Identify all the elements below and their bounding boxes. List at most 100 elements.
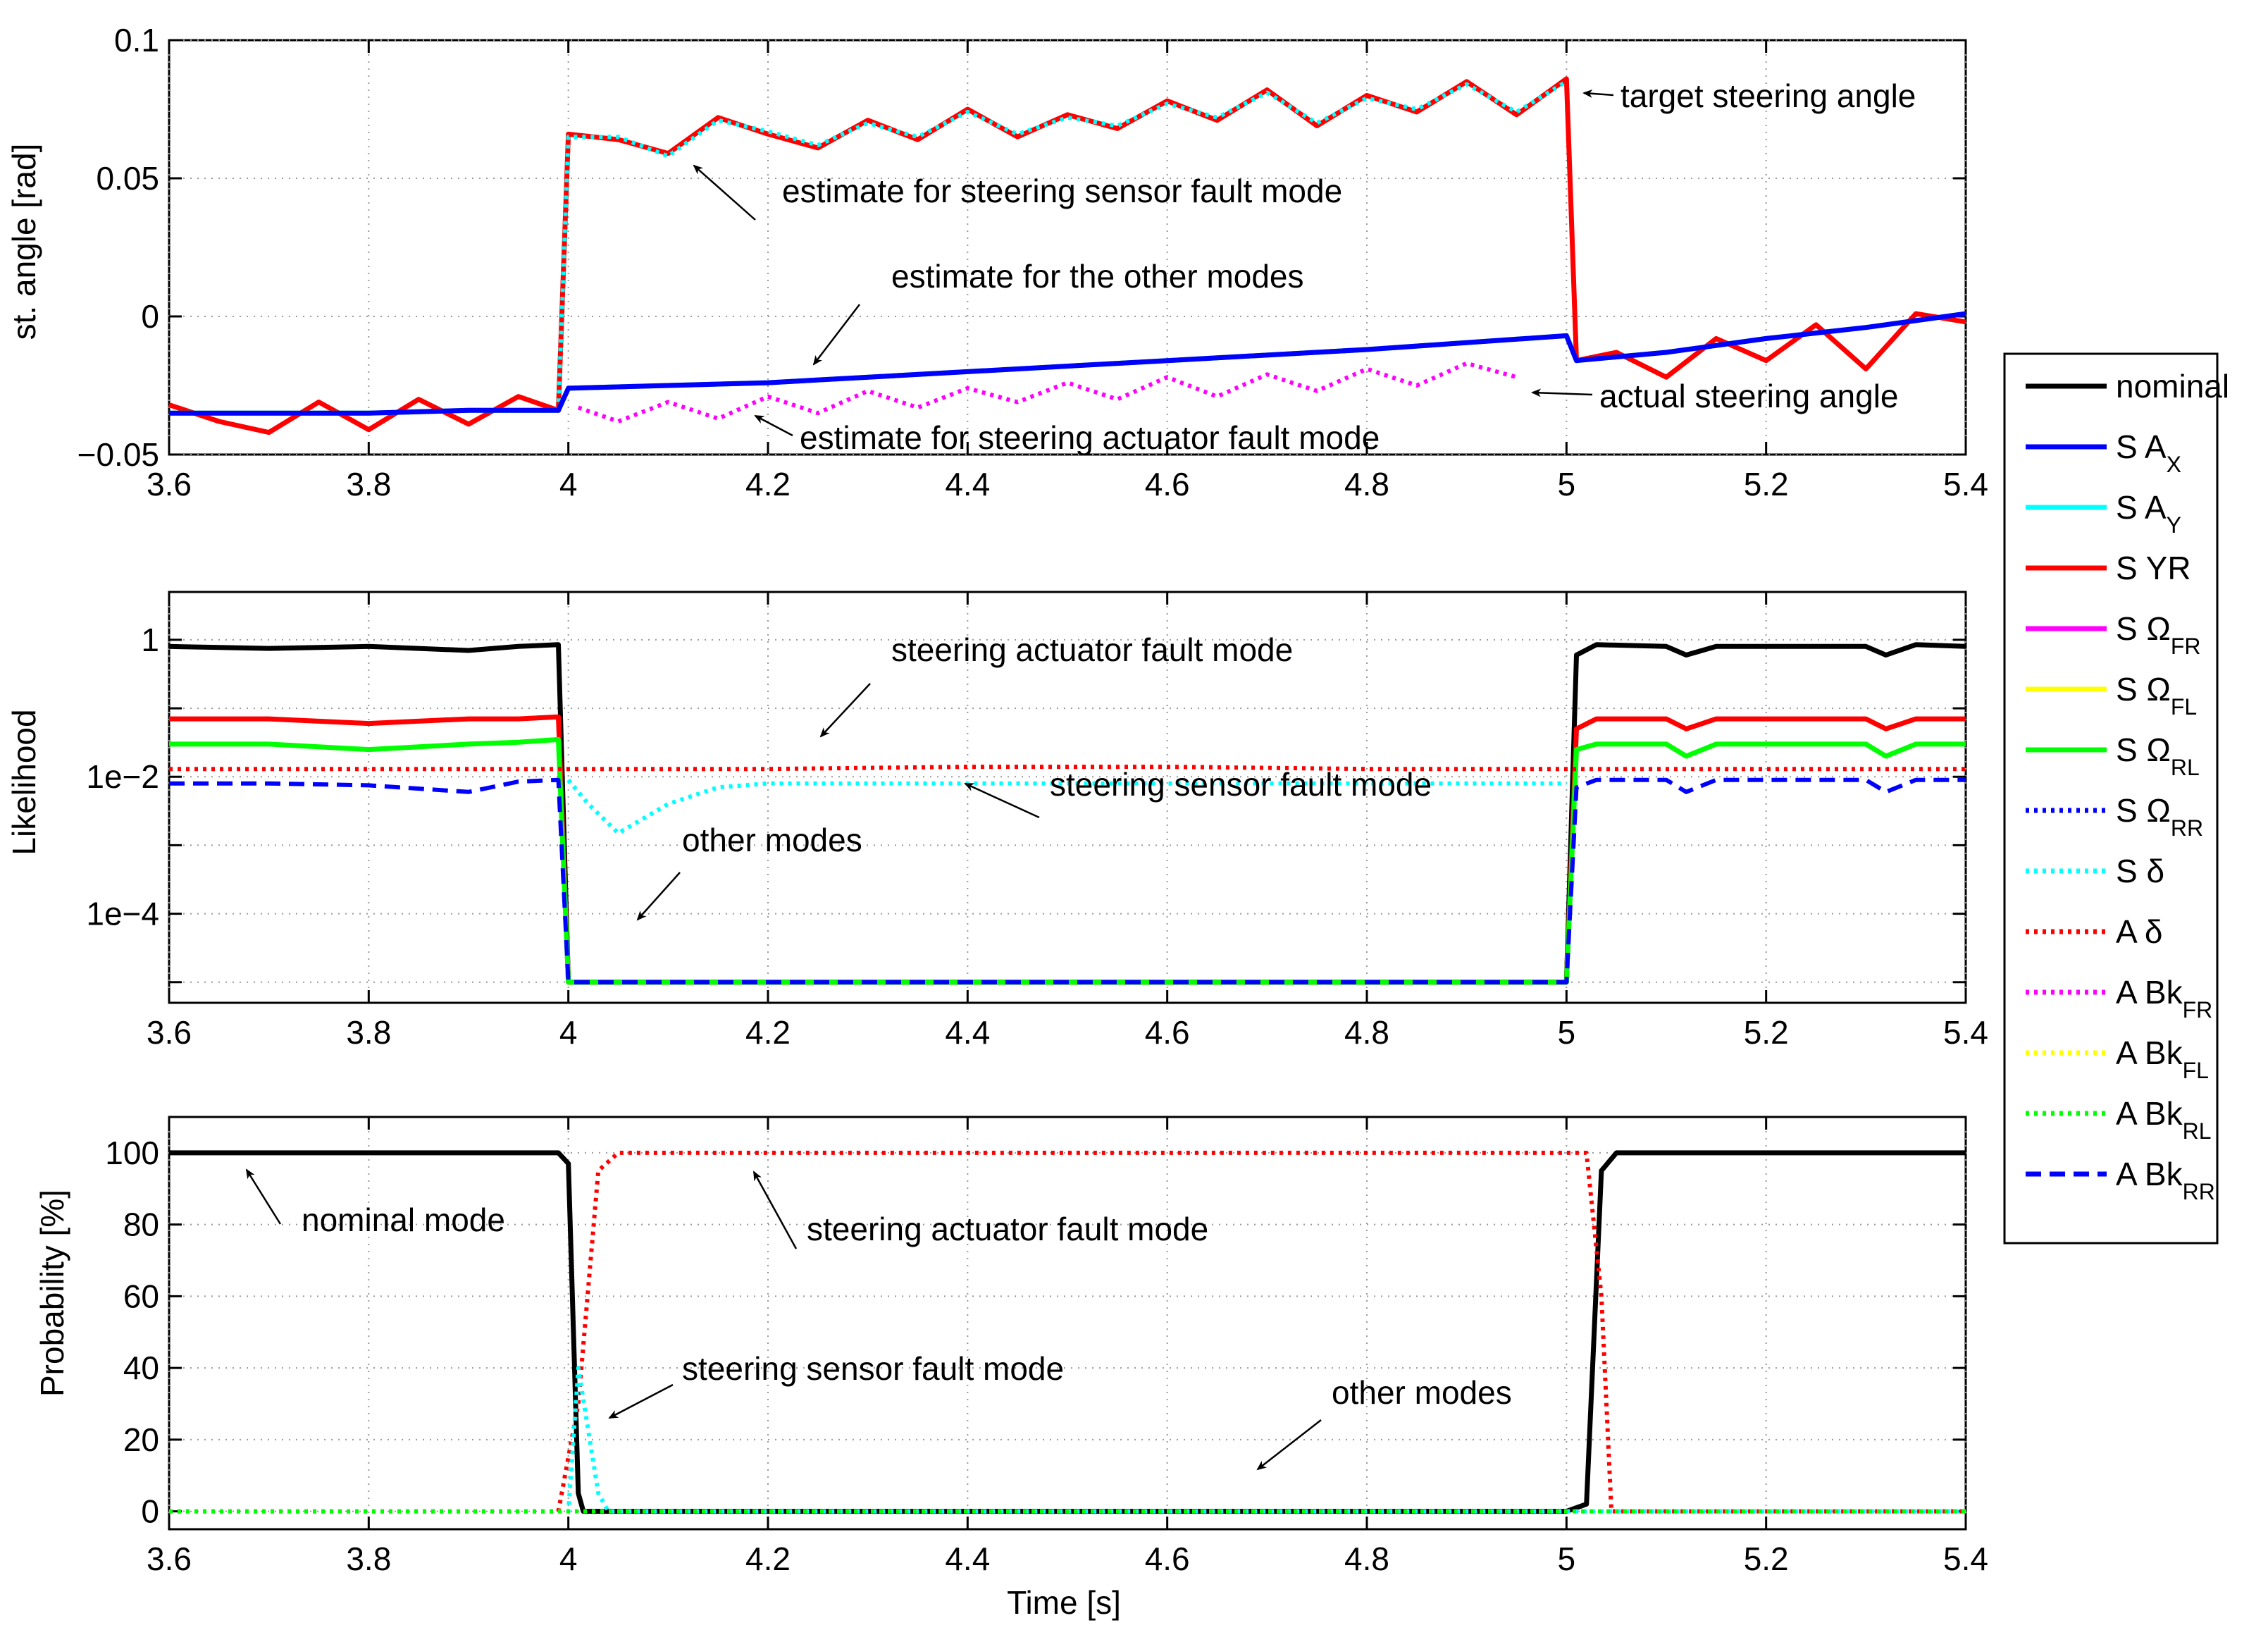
plot-area — [168, 591, 1967, 1004]
x-tick-label: 4.8 — [1344, 1541, 1389, 1577]
annotation-sensor-fault-likelihood: steering sensor fault mode — [1050, 766, 1432, 803]
series-line-1-0 — [168, 642, 1966, 985]
y-tick-label: 80 — [123, 1206, 159, 1243]
x-tick-label: 3.6 — [147, 1014, 192, 1051]
annotation-sensor-fault-probability: steering sensor fault mode — [682, 1350, 1064, 1387]
arrow-nominal-mode — [245, 1168, 282, 1225]
series-line-1-3 — [169, 777, 1966, 984]
x-tick-label: 3.8 — [346, 1014, 391, 1051]
y-tick-label: 0.05 — [96, 160, 159, 197]
likelihood-panel: 3.6 3.8 4 4.2 4.4 4.6 4.8 5 5.2 5.4 1 1e−2 1e−4 — [86, 591, 1988, 1051]
annotation-actual-steering-angle: actual steering angle — [1599, 378, 1899, 414]
x-tick-label: 3.8 — [346, 1541, 391, 1577]
x-tick-label: 3.8 — [346, 466, 391, 502]
x-tick-label: 5.4 — [1943, 1014, 1988, 1051]
x-tick-label: 4.6 — [1145, 466, 1190, 502]
y-tick-label: 40 — [123, 1350, 159, 1386]
series-line-2-1 — [169, 1150, 1966, 1514]
annotation-arrows — [245, 89, 1614, 1471]
legend-label-nominal: nominal — [2116, 368, 2229, 405]
legend-label-Sdelta: S δ — [2116, 853, 2164, 889]
legend-subscript: FR — [2183, 997, 2213, 1023]
annotation-actuator-fault-estimate: estimate for steering actuator fault mod… — [800, 419, 1380, 456]
series-line-1-1 — [169, 714, 1966, 985]
x-tick-label: 4.8 — [1344, 1014, 1389, 1051]
arrow-sensor-fault-probability — [608, 1383, 674, 1419]
ylabel-likelihood: Likelihood — [6, 709, 42, 855]
y-tick-label: −0.05 — [78, 436, 159, 473]
probability-panel: 3.6 3.8 4 4.2 4.4 4.6 4.8 5 5.2 5.4 0 20 40 60 80 100 — [105, 1116, 1988, 1577]
y-tick-label: 100 — [105, 1135, 159, 1171]
legend-subscript: RL — [2171, 755, 2200, 780]
arrow-other-modes-probability — [1256, 1419, 1322, 1471]
series-line-1-4 — [169, 765, 1966, 772]
x-tick-label: 4.4 — [945, 1014, 990, 1051]
x-tick-label: 5.4 — [1943, 1541, 1988, 1577]
legend-subscript: RL — [2183, 1118, 2212, 1144]
y-tick-label: 1e−4 — [86, 896, 159, 932]
x-tick-label: 4 — [559, 1541, 578, 1577]
x-tick-label: 5 — [1558, 1014, 1576, 1051]
x-tick-label: 4 — [559, 1014, 578, 1051]
annotation-target-steering-angle: target steering angle — [1621, 78, 1916, 114]
xlabel-time: Time [s] — [1007, 1584, 1121, 1621]
legend-subscript: FL — [2171, 694, 2197, 720]
series-line-0-1 — [556, 80, 1568, 411]
x-tick-label: 3.6 — [147, 466, 192, 502]
arrow-other-modes-estimate — [812, 304, 860, 366]
y-tick-label: 60 — [123, 1278, 159, 1314]
legend-subscript: FR — [2171, 634, 2201, 659]
legend-label-Adelta: A δ — [2116, 913, 2163, 950]
x-tick-label: 5 — [1558, 466, 1576, 502]
arrow-sensor-fault-estimate — [693, 164, 756, 221]
legend-box — [2003, 352, 2219, 1245]
arrow-other-modes-likelihood — [636, 872, 681, 921]
annotation-actuator-fault-probability: steering actuator fault mode — [807, 1211, 1208, 1247]
y-tick-label: 1e−2 — [86, 758, 159, 795]
x-tick-label: 4.4 — [945, 1541, 990, 1577]
x-tick-label: 4.2 — [745, 1014, 791, 1051]
series-line-1-2 — [169, 736, 1966, 985]
y-tick-label: 20 — [123, 1421, 159, 1458]
legend-subscript: FL — [2183, 1058, 2209, 1083]
series-line-0-0 — [168, 76, 1966, 436]
legend-subscript: X — [2167, 452, 2181, 477]
y-tick-label: 0.1 — [114, 22, 159, 58]
series-line-0-3 — [169, 311, 1966, 416]
annotation-other-modes-probability: other modes — [1332, 1374, 1512, 1411]
x-tick-label: 5.2 — [1744, 466, 1789, 502]
ylabel-probability: Probability [%] — [34, 1190, 70, 1397]
x-tick-label: 4.4 — [945, 466, 990, 502]
annotation-actuator-fault-likelihood: steering actuator fault mode — [891, 631, 1293, 668]
legend-subscript: Y — [2167, 512, 2181, 538]
y-tick-label: 1 — [141, 622, 159, 658]
y-tick-label: 0 — [141, 1493, 159, 1530]
legend-subscript: RR — [2183, 1179, 2215, 1204]
arrow-sensor-fault-likelihood — [964, 782, 1040, 819]
x-tick-label: 4.2 — [745, 1541, 791, 1577]
legend-label-SYR: S YR — [2116, 550, 2191, 586]
arrow-actuator-fault-estimate — [754, 414, 793, 437]
x-tick-label: 5.2 — [1744, 1541, 1789, 1577]
annotation-sensor-fault-estimate: estimate for steering sensor fault mode — [782, 173, 1342, 209]
y-tick-label: 0 — [141, 298, 159, 335]
x-tick-label: 4.6 — [1145, 1014, 1190, 1051]
x-tick-label: 5.2 — [1744, 1014, 1789, 1051]
annotation-nominal-mode: nominal mode — [302, 1202, 505, 1238]
x-tick-label: 4.6 — [1145, 1541, 1190, 1577]
x-tick-label: 4 — [559, 466, 578, 502]
steering-angle-panel: 3.6 3.8 4 4.2 4.4 4.6 4.8 5 5.2 5.4 −0.05 0 0.05 0.1 — [78, 22, 1988, 502]
legend-subscript: RR — [2171, 815, 2203, 841]
arrow-target-steering-angle — [1582, 89, 1614, 98]
x-tick-label: 5 — [1558, 1541, 1576, 1577]
annotation-other-modes-estimate: estimate for the other modes — [891, 258, 1304, 295]
ylabel-steering-angle: st. angle [rad] — [6, 144, 42, 340]
x-tick-label: 5.4 — [1943, 466, 1988, 502]
plot-area — [168, 39, 1967, 456]
arrow-actuator-fault-likelihood — [819, 683, 871, 738]
plot-area — [168, 1116, 1967, 1531]
x-tick-label: 3.6 — [147, 1541, 192, 1577]
x-tick-label: 4.2 — [745, 466, 791, 502]
